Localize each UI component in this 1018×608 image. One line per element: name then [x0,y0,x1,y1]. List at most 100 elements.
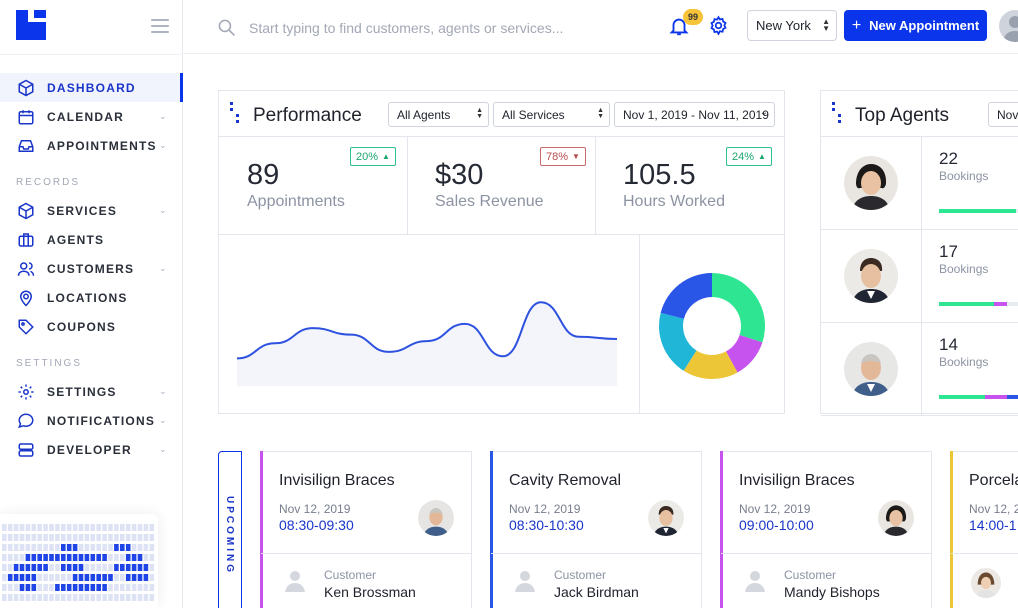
heatmap-cell [137,534,143,541]
progress-segment [994,302,1008,306]
heatmap-cell [37,524,42,531]
appointment-time: 09:00-10:00 [739,517,814,533]
heatmap-cell [2,564,7,571]
mini-calendar-heatmap[interactable] [0,514,158,608]
line-chart-series[interactable] [236,301,618,360]
appointment-card[interactable]: Cavity Removal Nov 12, 2019 08:30-10:30 … [490,451,702,608]
heatmap-cell [61,534,66,541]
briefcase-icon [17,231,35,249]
donut-slice[interactable] [660,273,712,319]
heatmap-cell [2,594,7,601]
person-icon [1003,16,1018,42]
heatmap-cell [25,544,31,551]
services-filter-select[interactable]: All Services ▲ ▼ [493,102,610,127]
performance-donut-chart[interactable] [657,271,767,381]
heatmap-cell [37,534,42,541]
heatmap-cell [78,594,84,601]
agent-row[interactable]: 17 Bookings [821,230,1018,323]
sidebar-item-notifications[interactable]: NOTIFICATIONS ⌄ [0,406,183,435]
agent-row[interactable]: 14 Bookings [821,323,1018,416]
chevron-down-icon[interactable]: ⌄ [159,205,167,215]
chevron-down-icon[interactable]: ⌄ [159,444,167,454]
agents-date-select[interactable]: Nov [988,102,1018,127]
divider [261,553,471,554]
progress-segment [939,302,994,306]
chevron-down-icon[interactable]: ⌄ [159,140,167,150]
gear-icon[interactable] [708,15,729,36]
heatmap-cell [55,574,60,581]
chevron-down-icon[interactable]: ⌄ [159,263,167,273]
upcoming-tab[interactable]: UPCOMING [218,451,242,608]
upcoming-tab-label: UPCOMING [224,496,235,575]
user-avatar[interactable] [999,10,1018,42]
stat-value: 89 [247,159,280,191]
heatmap-cell [90,584,96,591]
heatmap-cell [108,574,113,581]
chevron-down-icon[interactable]: ⌄ [159,111,167,121]
appointment-card[interactable]: Invisilign Braces Nov 12, 2019 09:00-10:… [720,451,932,608]
drag-handle-icon[interactable] [230,102,240,124]
heatmap-cell [13,574,19,581]
heatmap-cell [43,524,48,531]
appointment-card[interactable]: Invisilign Braces Nov 12, 2019 08:30-09:… [260,451,472,608]
sidebar-item-agents[interactable]: AGENTS [0,225,183,254]
divider [721,553,931,554]
divider [639,234,640,414]
stat-label: Appointments [247,193,345,210]
sidebar-item-developer[interactable]: DEVELOPER ⌄ [0,435,183,464]
appointment-card[interactable]: Porcela Nov 12, 20 14:00-1 [950,451,1018,608]
date-range-select[interactable]: Nov 1, 2019 - Nov 11, 2019 ⌄ [614,102,775,127]
sidebar-item-coupons[interactable]: COUPONS [0,312,183,341]
sidebar-item-settings[interactable]: SETTINGS ⌄ [0,377,183,406]
drag-handle-icon[interactable] [832,102,842,124]
heatmap-cell [43,594,48,601]
card-title: Top Agents [855,105,950,126]
donut-slice[interactable] [659,312,697,371]
chevron-down-icon[interactable]: ⌄ [159,415,167,425]
menu-toggle-icon[interactable] [151,19,169,33]
heatmap-cell [137,594,143,601]
sidebar-item-services[interactable]: SERVICES ⌄ [0,196,183,225]
location-select[interactable]: New York ▲ ▼ [747,10,837,41]
divider [595,137,596,235]
heatmap-cell [43,574,48,581]
sidebar-item-locations[interactable]: LOCATIONS [0,283,183,312]
stat-appointments[interactable]: 89 Appointments 20% ▲ [219,137,408,235]
sidebar-item-customers[interactable]: CUSTOMERS ⌄ [0,254,183,283]
sidebar-item-dashboard[interactable]: DASHBOARD [0,73,183,102]
stat-hours-worked[interactable]: 105.5 Hours Worked 24% ▲ [595,137,784,235]
performance-line-chart[interactable] [229,266,629,386]
heatmap-cell [2,524,7,531]
inbox-icon [17,137,35,155]
heatmap-cell [84,584,90,591]
agent-row[interactable]: 22 Bookings [821,137,1018,230]
donut-slice[interactable] [712,273,765,343]
donut-slice[interactable] [683,350,738,379]
heatmap-cell [102,594,107,601]
heatmap-cell [114,524,119,531]
chevron-down-icon[interactable]: ⌄ [159,386,167,396]
sidebar-item-label: CUSTOMERS [47,261,135,276]
search-input[interactable] [249,14,629,42]
heatmap-cell [55,594,60,601]
sidebar-item-appointments[interactable]: APPOINTMENTS ⌄ [0,131,183,160]
sidebar-item-calendar[interactable]: CALENDAR ⌄ [0,102,183,131]
booking-count: 22 [939,149,958,168]
heatmap-cell [7,544,13,551]
heatmap-cell [149,564,155,571]
bell-icon[interactable] [668,15,690,37]
app-logo-icon[interactable] [16,10,46,40]
stat-sales-revenue[interactable]: $30 Sales Revenue 78% ▼ [407,137,596,235]
sidebar-item-label: COUPONS [47,319,117,334]
progress-segment [1007,395,1018,399]
new-appointment-button[interactable]: + New Appointment [844,10,987,41]
heatmap-cell [143,534,149,541]
sidebar: DASHBOARD CALENDAR ⌄ APPOINTMENTS ⌄ RECO… [0,0,183,608]
location-select-value: New York [756,18,811,33]
heatmap-cell [90,554,96,561]
agents-filter-select[interactable]: All Agents ▲ ▼ [388,102,489,127]
heatmap-cell [2,544,7,551]
heatmap-cell [61,554,66,561]
heatmap-cell [49,564,54,571]
donut-slice[interactable] [725,334,763,373]
